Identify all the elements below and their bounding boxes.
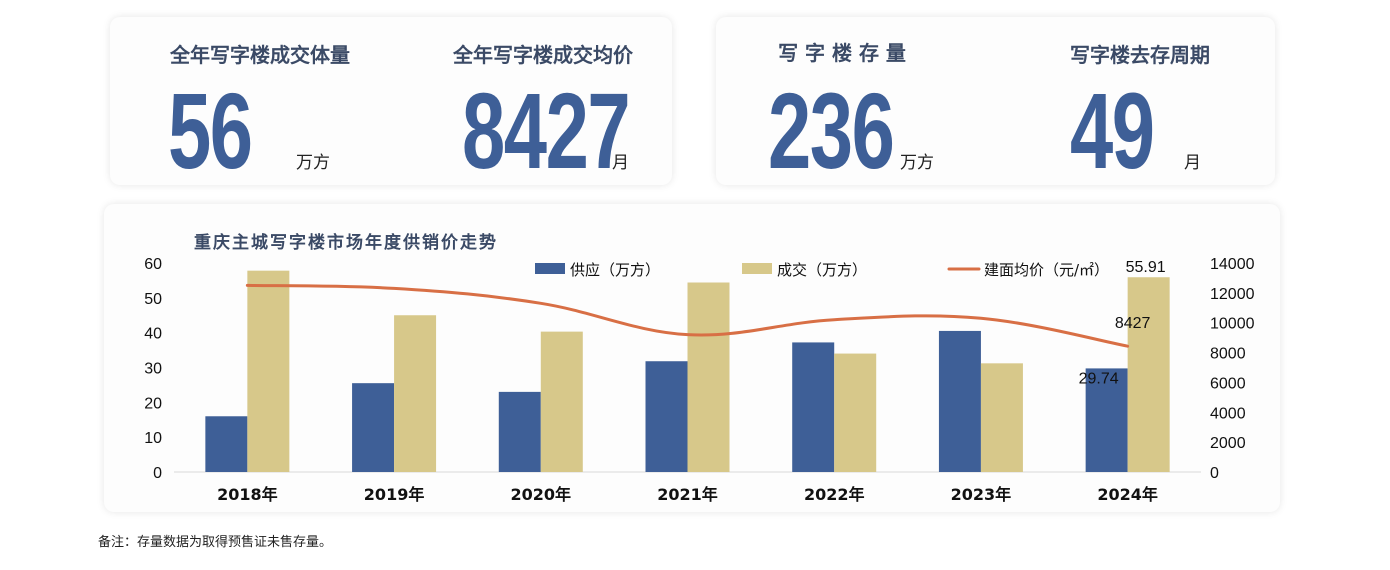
kpi-label-deal-volume: 全年写字楼成交体量 xyxy=(170,43,350,67)
y-tick-label: 60 xyxy=(144,256,162,273)
y2-tick-label: 10000 xyxy=(1210,316,1255,333)
chart-card: 重庆主城写字楼市场年度供销价走势 0 10 20 30 40 50 60 0 2000 4000 6… xyxy=(104,204,1280,512)
y2-tick-label: 12000 xyxy=(1210,286,1255,303)
chart-plot: 0 10 20 30 40 50 60 0 2000 4000 6000 8000 10000 12000… xyxy=(144,256,1255,504)
chart-title: 重庆主城写字楼市场年度供销价走势 xyxy=(194,233,498,253)
y2-tick-label: 4000 xyxy=(1210,405,1246,422)
bar-deal xyxy=(247,270,290,472)
bar-deal xyxy=(980,363,1023,472)
data-label: 55.91 xyxy=(1126,259,1166,276)
y-tick-label: 40 xyxy=(144,326,162,343)
bar-supply xyxy=(205,416,248,472)
y-tick-label: 10 xyxy=(144,430,162,447)
x-tick-label: 2021年 xyxy=(657,485,718,504)
bar-supply xyxy=(352,383,395,472)
kpi-unit-destock-cycle: 月 xyxy=(1184,153,1201,173)
bar-supply xyxy=(792,342,835,472)
x-tick-label: 2019年 xyxy=(364,485,425,504)
x-tick-label: 2022年 xyxy=(804,485,865,504)
x-tick-label: 2024年 xyxy=(1097,485,1158,504)
data-label: 29.74 xyxy=(1079,370,1119,387)
y-tick-label: 20 xyxy=(144,395,162,412)
kpi-unit-deal-volume: 万方 xyxy=(296,153,330,173)
footnote: 备注：存量数据为取得预售证未售存量。 xyxy=(98,535,333,550)
y-tick-label: 30 xyxy=(144,361,162,378)
bar-deal xyxy=(834,353,877,472)
bar-supply xyxy=(645,361,688,472)
kpi-value-deal-volume: 56 xyxy=(168,70,253,191)
y2-tick-label: 8000 xyxy=(1210,346,1246,363)
y2-tick-label: 2000 xyxy=(1210,435,1246,452)
bar-supply xyxy=(938,330,981,472)
bar-deal xyxy=(540,331,583,472)
kpi-unit-deal-price: 月 xyxy=(612,153,629,173)
y2-tick-label: 6000 xyxy=(1210,375,1246,392)
bar-supply xyxy=(498,391,541,472)
bar-deal xyxy=(1127,277,1170,472)
y-tick-label: 50 xyxy=(144,291,162,308)
x-tick-label: 2018年 xyxy=(217,485,278,504)
bar-deal xyxy=(394,315,437,472)
y2-tick-label: 14000 xyxy=(1210,256,1255,273)
kpi-card-right: 写 字 楼 存 量 236 万方 写字楼去存周期 49 月 xyxy=(716,17,1275,185)
legend-label-price: 建面均价（元/㎡） xyxy=(984,261,1109,279)
kpi-card-left: 全年写字楼成交体量 56 万方 全年写字楼成交均价 8427 月 xyxy=(110,17,672,185)
line-price xyxy=(245,283,1130,348)
kpi-label-deal-price: 全年写字楼成交均价 xyxy=(453,43,633,67)
bar-deal xyxy=(687,282,730,472)
y-tick-label: 0 xyxy=(153,465,162,482)
legend-label-supply: 供应（万方） xyxy=(570,261,660,279)
y2-tick-label: 0 xyxy=(1210,465,1219,482)
kpi-unit-stock: 万方 xyxy=(900,153,934,173)
kpi-value-stock: 236 xyxy=(768,70,895,191)
legend-label-deal: 成交（万方） xyxy=(777,261,867,279)
x-tick-label: 2023年 xyxy=(951,485,1012,504)
kpi-label-destock-cycle: 写字楼去存周期 xyxy=(1070,43,1210,67)
data-label: 8427 xyxy=(1115,315,1151,332)
legend-swatch-deal xyxy=(742,263,772,274)
kpi-label-stock: 写 字 楼 存 量 xyxy=(778,41,906,65)
bar-supply xyxy=(1085,368,1128,472)
kpi-value-deal-price: 8427 xyxy=(462,70,631,191)
legend-swatch-supply xyxy=(535,263,565,274)
x-tick-label: 2020年 xyxy=(511,485,572,504)
kpi-value-destock-cycle: 49 xyxy=(1070,70,1155,191)
